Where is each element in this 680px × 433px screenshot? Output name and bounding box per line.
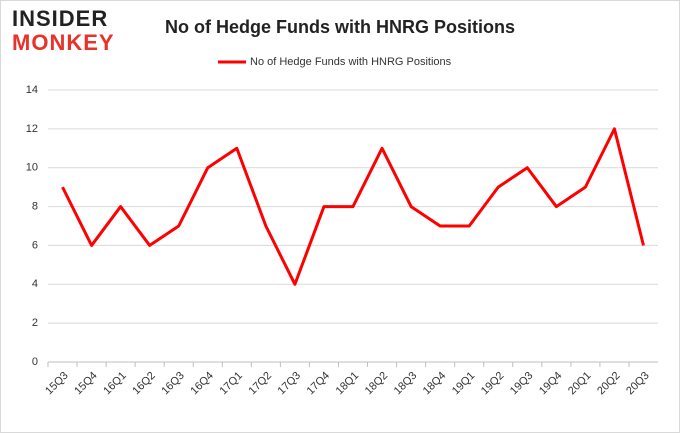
logo-top: INSIDER [12,6,108,31]
y-tick-label: 6 [32,239,38,251]
legend-label: No of Hedge Funds with HNRG Positions [250,56,452,68]
y-tick-label: 8 [32,200,38,212]
y-tick-label: 2 [32,317,38,329]
y-tick-label: 14 [26,84,38,96]
y-tick-label: 12 [26,123,38,135]
y-tick-label: 4 [32,278,38,290]
data-line [61,127,645,286]
logo-bottom: MONKEY [12,30,115,55]
chart-title: No of Hedge Funds with HNRG Positions [165,17,515,37]
y-tick-label: 10 [26,162,38,174]
y-tick-label: 0 [32,356,38,368]
